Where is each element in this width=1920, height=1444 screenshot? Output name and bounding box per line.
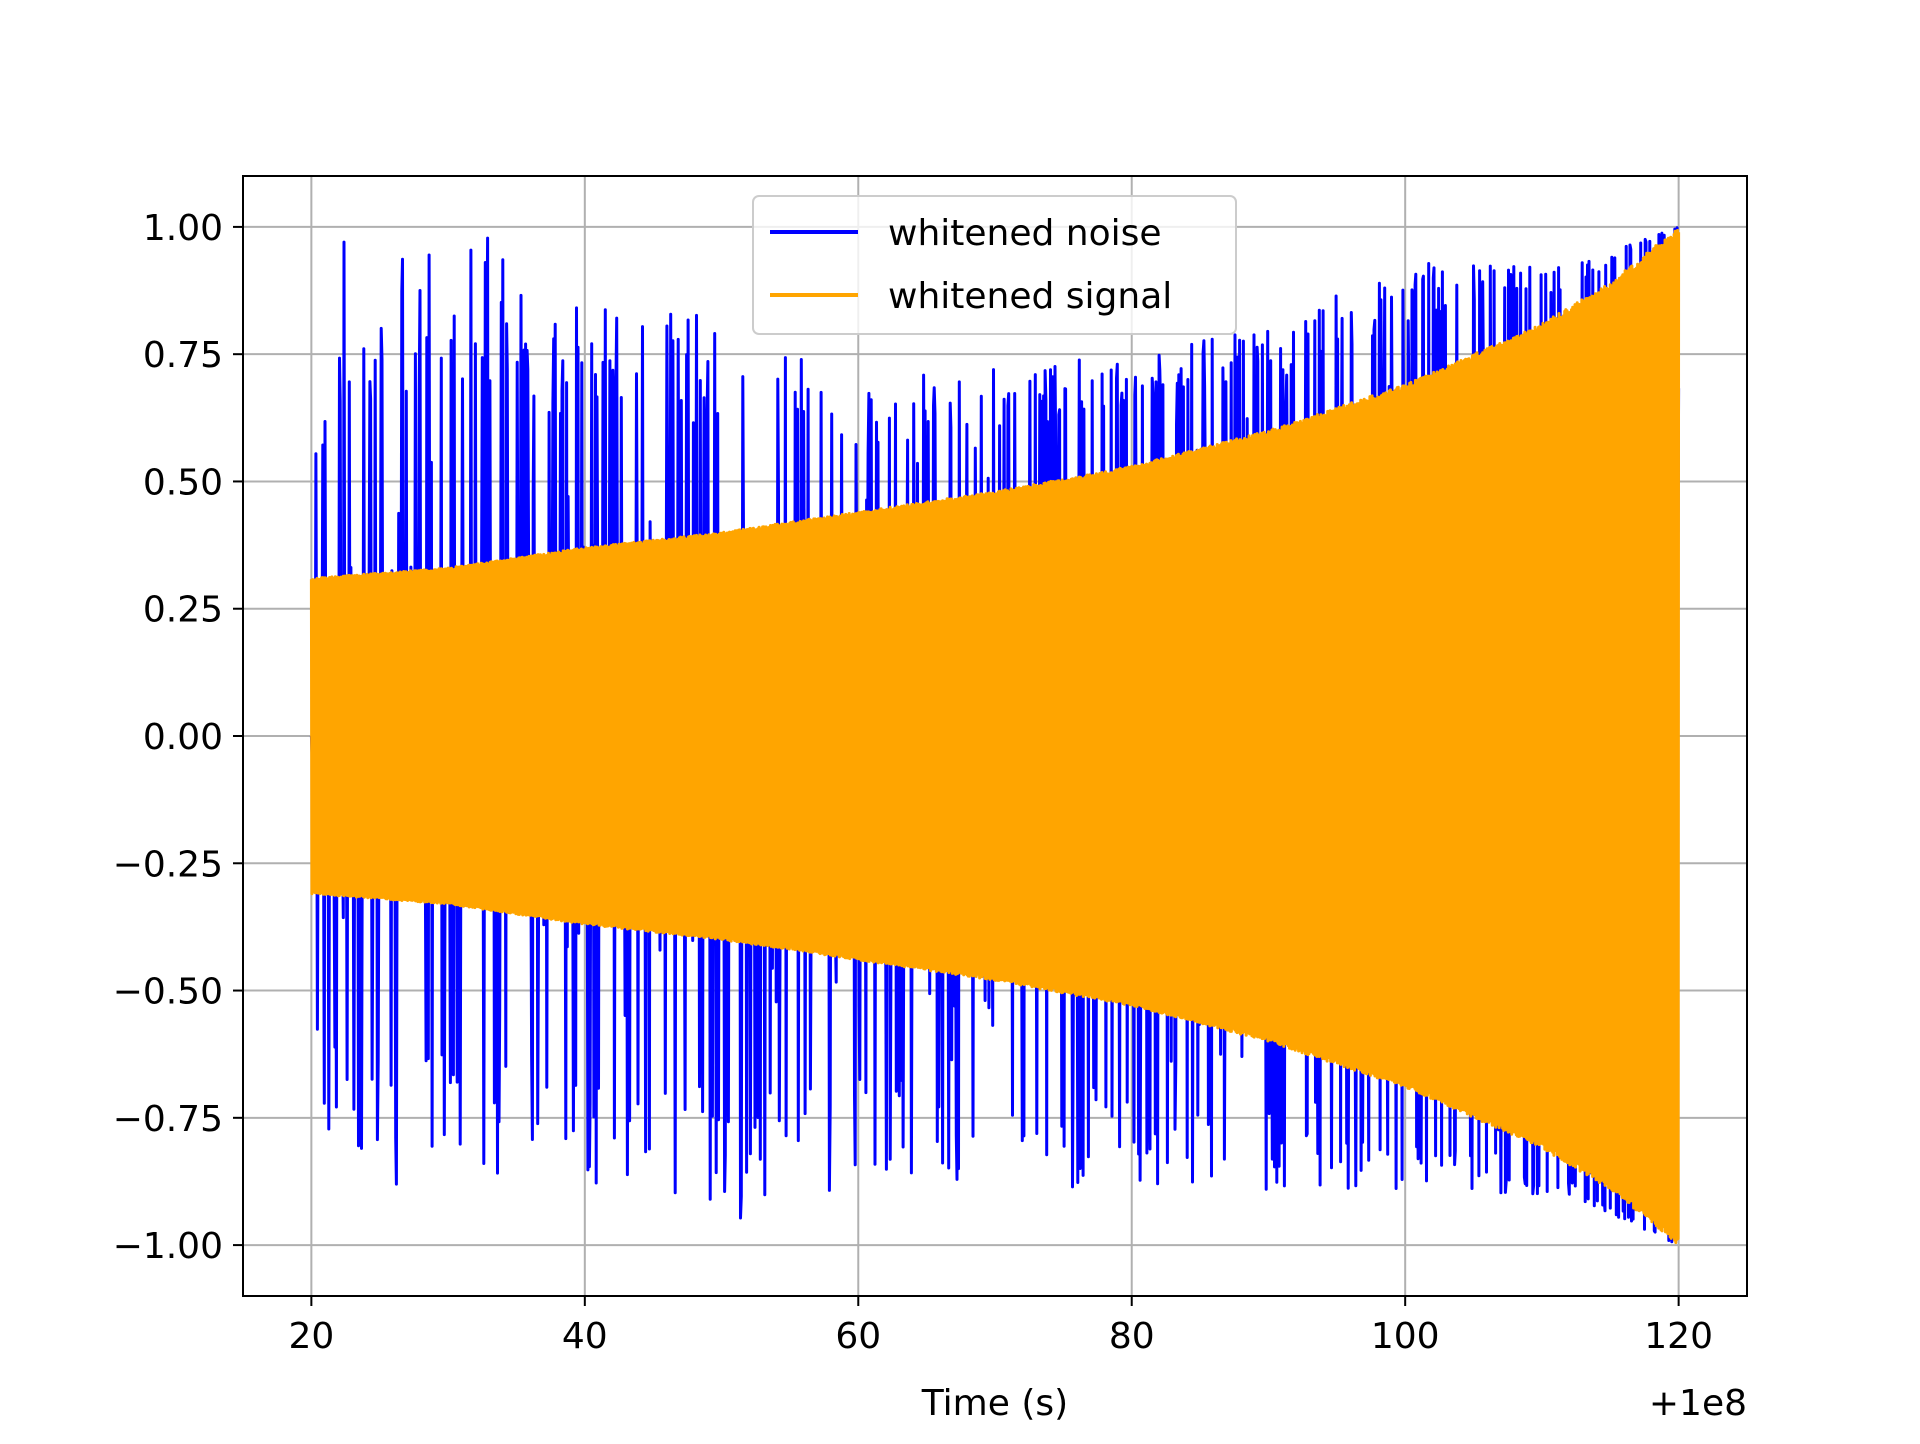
x-tick-label: 60 [835,1316,881,1357]
x-tick-label: 40 [562,1316,608,1357]
x-offset-label: +1e8 [1649,1383,1747,1424]
legend-label-signal: whitened signal [888,276,1172,317]
y-tick-label: −1.00 [113,1226,223,1267]
y-tick-label: −0.25 [113,844,223,885]
y-tick-label: 0.25 [143,590,223,631]
x-axis-label: Time (s) [921,1383,1068,1424]
y-tick-label: 0.75 [143,335,223,376]
y-tick-label: −0.50 [113,972,223,1013]
y-tick-label: 0.00 [143,717,223,758]
x-tick-label: 80 [1109,1316,1155,1357]
x-tick-label: 20 [288,1316,334,1357]
legend-label-noise: whitened noise [888,213,1162,254]
y-tick-label: −0.75 [113,1099,223,1140]
legend: whitened noise whitened signal [752,195,1237,335]
y-tick-label: 0.50 [143,462,223,503]
x-tick-label: 100 [1371,1316,1440,1357]
x-tick-label: 120 [1644,1316,1713,1357]
legend-box [752,195,1237,335]
ticks: 20 40 60 80 100 120 −1.00 −0.75 −0.50 −0.25 0.00 0.… [113,208,1713,1357]
y-tick-label: 1.00 [143,208,223,249]
series-line-whitened-signal [309,229,1681,1245]
plot-area [309,226,1681,1245]
